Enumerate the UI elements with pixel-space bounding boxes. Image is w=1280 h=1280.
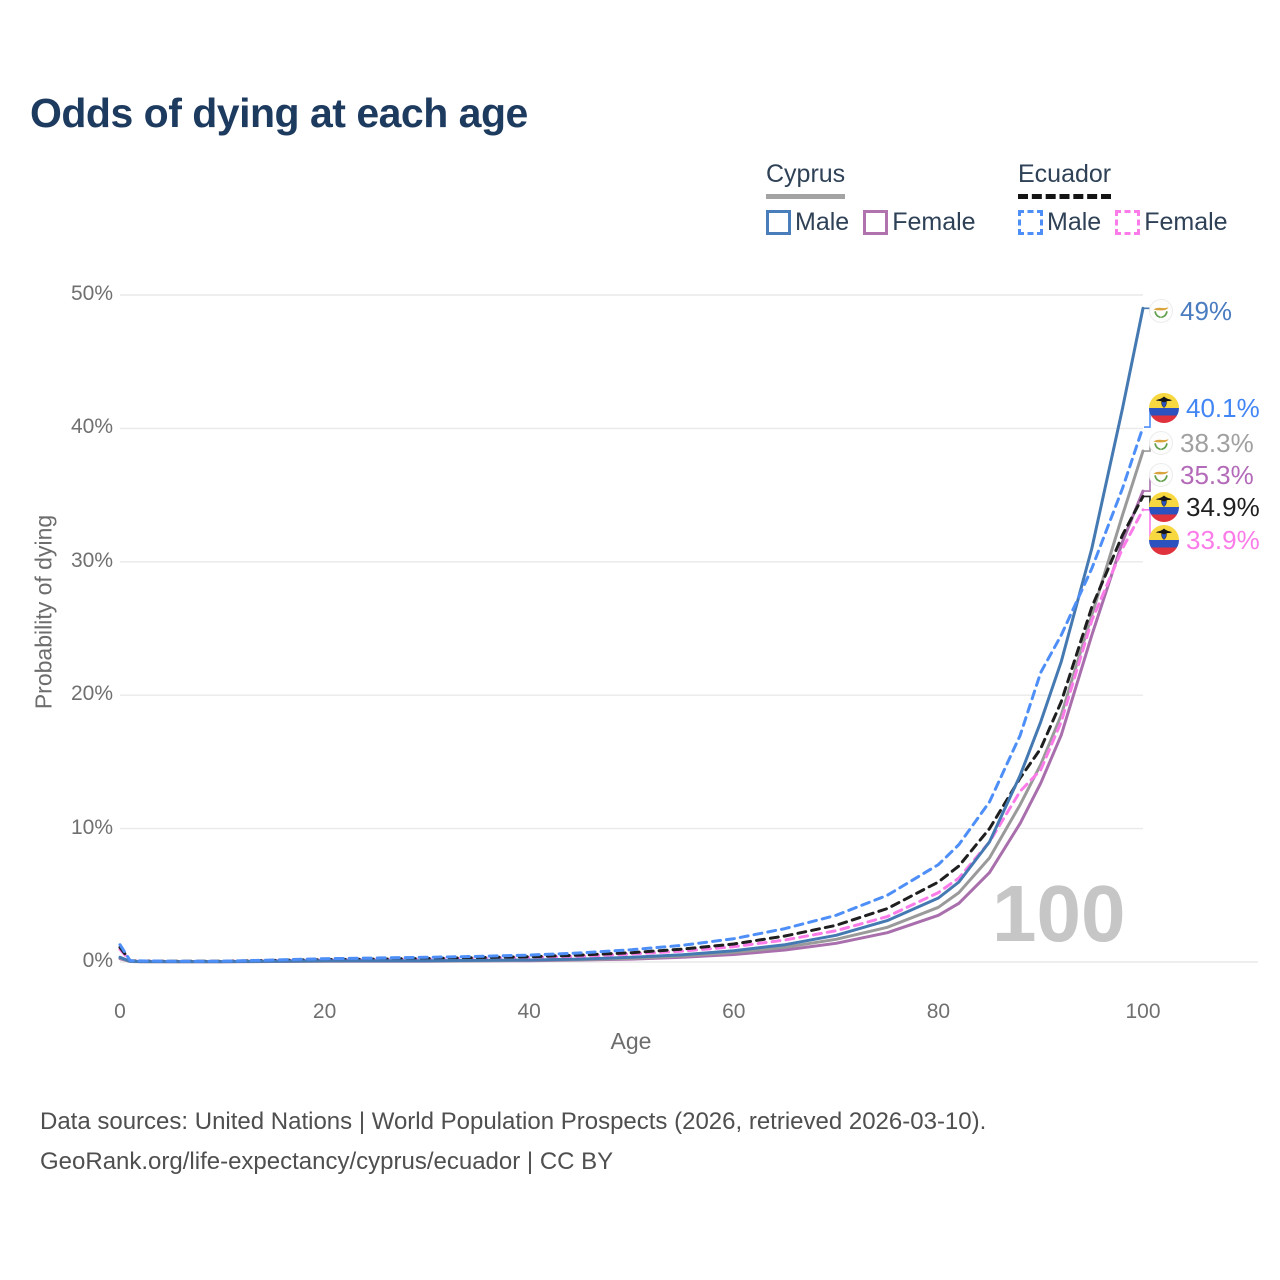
end-label-cyprus-male: 49%	[1149, 294, 1232, 328]
legend-group-ecuador: Ecuador Male Female	[1018, 160, 1228, 237]
y-tick-label: 0%	[82, 949, 113, 972]
legend-row-ecuador: Male Female	[1018, 208, 1228, 237]
y-tick-label: 10%	[70, 815, 113, 839]
legend-item-ecuador-female[interactable]: Female	[1115, 208, 1228, 237]
footer-attribution: GeoRank.org/life-expectancy/cyprus/ecuad…	[40, 1148, 614, 1175]
series-line-cyprus-male[interactable]	[118, 306, 1145, 964]
x-tick-label: 60	[722, 1000, 746, 1023]
legend-item-cyprus-female[interactable]: Female	[863, 208, 976, 237]
cyprus-flag-icon	[1149, 299, 1173, 323]
end-label-value: 49%	[1180, 295, 1233, 326]
legend-item-label: Male	[795, 208, 850, 236]
checkbox-icon-ecuador-male[interactable]	[1018, 210, 1043, 235]
end-label-value: 33.9%	[1186, 524, 1260, 555]
cyprus-flag-icon	[1149, 431, 1173, 455]
cyprus-flag-icon	[1149, 463, 1173, 487]
ecuador-flag-icon	[1149, 393, 1179, 423]
legend-item-label: Female	[1144, 208, 1228, 236]
legend-item-cyprus-male[interactable]: Male	[766, 208, 849, 237]
checkbox-icon-cyprus-female[interactable]	[863, 210, 889, 235]
legend-group-title-ecuador: Ecuador	[1018, 160, 1112, 199]
end-label-value: 34.9%	[1186, 491, 1260, 522]
end-label-value: 38.3%	[1180, 427, 1254, 458]
series-line-ecuador-all[interactable]	[118, 494, 1145, 963]
legend-group-cyprus: Cyprus Male Female	[766, 160, 976, 237]
footer-data-sources: Data sources: United Nations | World Pop…	[40, 1108, 987, 1135]
checkbox-icon-ecuador-female[interactable]	[1115, 210, 1141, 235]
end-label-value: 35.3%	[1180, 459, 1254, 490]
y-tick-label: 30%	[70, 548, 113, 572]
end-label-ecuador-female: 33.9%	[1149, 523, 1260, 557]
end-label-ecuador-male: 40.1%	[1149, 391, 1260, 425]
y-tick-label: 40%	[70, 415, 113, 439]
x-tick-label: 0	[114, 1000, 126, 1023]
legend-group-title-cyprus: Cyprus	[766, 160, 846, 199]
ecuador-flag-icon	[1149, 492, 1179, 522]
x-tick-label: 80	[926, 1000, 951, 1023]
end-label-cyprus-all: 38.3%	[1149, 426, 1254, 460]
x-tick-label: 100	[1125, 1000, 1161, 1023]
end-label-value: 40.1%	[1186, 392, 1260, 423]
y-tick-label: 50%	[70, 282, 113, 305]
legend-item-label: Male	[1047, 208, 1102, 236]
series-line-ecuador-female[interactable]	[118, 508, 1145, 963]
page-title: Odds of dying at each age	[30, 90, 528, 136]
y-tick-label: 20%	[70, 682, 113, 706]
x-tick-label: 40	[517, 1000, 541, 1023]
ecuador-flag-icon	[1149, 525, 1179, 555]
series-line-cyprus-all[interactable]	[118, 449, 1145, 964]
age-watermark: 100	[992, 869, 1126, 958]
legend-item-label: Female	[892, 208, 976, 236]
legend-item-ecuador-male[interactable]: Male	[1018, 208, 1101, 237]
checkbox-icon-cyprus-male[interactable]	[766, 210, 791, 235]
x-tick-label: 20	[312, 1000, 337, 1023]
legend-row-cyprus: Male Female	[766, 208, 976, 237]
x-axis-title: Age	[610, 1028, 652, 1054]
y-axis-title: Probability of dying	[30, 514, 57, 710]
end-label-cyprus-female: 35.3%	[1149, 458, 1254, 492]
end-label-ecuador-all: 34.9%	[1149, 490, 1260, 524]
series-line-ecuador-male[interactable]	[118, 425, 1145, 963]
